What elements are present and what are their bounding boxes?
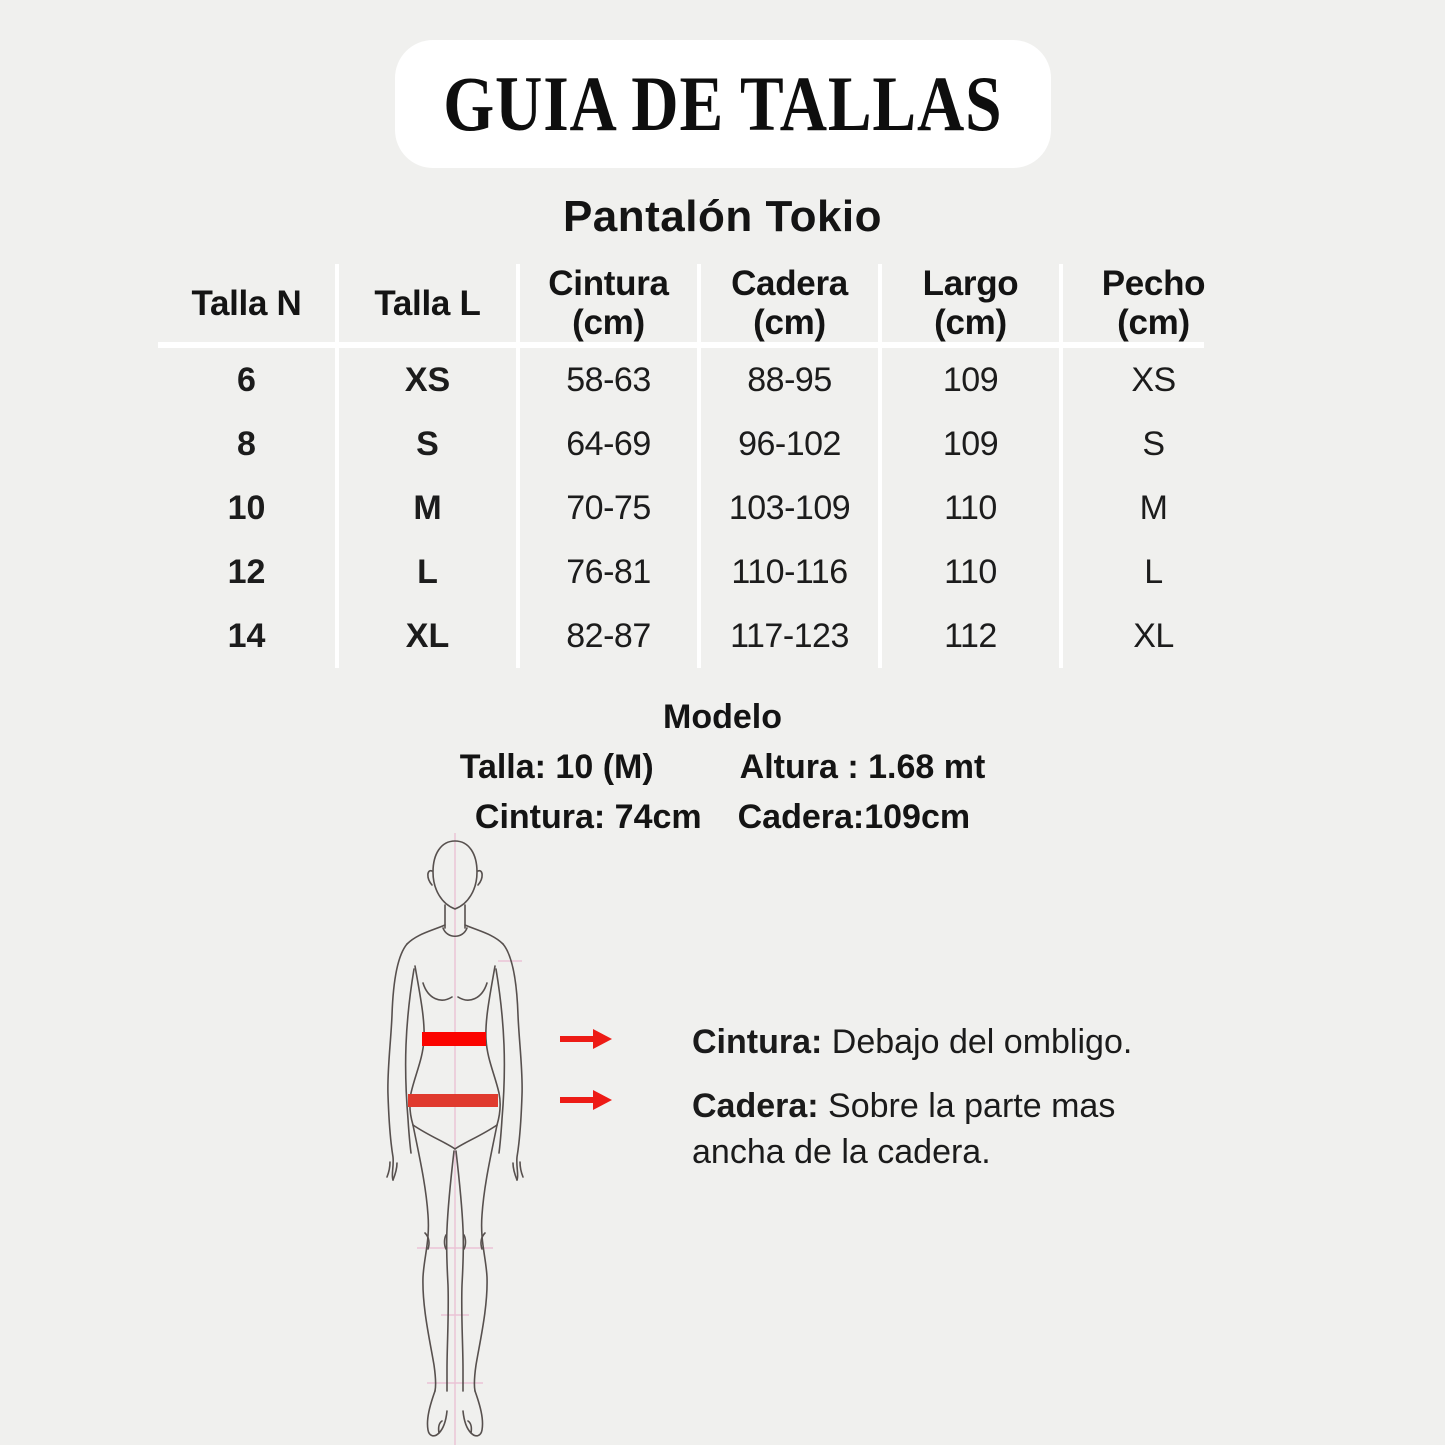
- measure-note-cintura: Cintura: Debajo del ombligo.: [692, 1019, 1252, 1065]
- waist-marker-bar: [422, 1032, 486, 1046]
- model-cadera: Cadera:109cm: [737, 798, 971, 836]
- cell-talla-l: XS: [339, 348, 520, 412]
- table-row: 10 M 70-75 103-109 110 M: [158, 476, 1244, 540]
- cell-talla-n: 8: [158, 412, 339, 476]
- arrow-cadera-icon: [560, 1090, 612, 1110]
- title-banner: GUIA DE TALLAS: [395, 40, 1051, 168]
- cell-talla-n: 10: [158, 476, 339, 540]
- cell-largo: 110: [882, 540, 1063, 604]
- note-text: Debajo del ombligo.: [822, 1023, 1133, 1061]
- model-info: Modelo Talla: 10 (M) Altura : 1.68 mt Ci…: [0, 698, 1445, 837]
- note-label: Cintura:: [692, 1023, 823, 1061]
- cell-talla-l: M: [339, 476, 520, 540]
- table-row: 6 XS 58-63 88-95 109 XS: [158, 348, 1244, 412]
- cell-cintura: 76-81: [520, 540, 701, 604]
- cell-pecho: XS: [1131, 360, 1176, 399]
- header-underline: [158, 342, 1204, 348]
- table-row: 8 S 64-69 96-102 109 S: [158, 412, 1244, 476]
- body-figure-illustration: [386, 833, 612, 1445]
- cell-cadera: 88-95: [701, 348, 882, 412]
- cell-talla-l: L: [339, 540, 520, 604]
- cell-largo: 110: [882, 476, 1063, 540]
- page-title: GUIA DE TALLAS: [443, 60, 1003, 147]
- table-row: 12 L 76-81 110-116 110 L: [158, 540, 1244, 604]
- product-name: Pantalón Tokio: [562, 192, 883, 241]
- cell-pecho: S: [1142, 424, 1165, 463]
- cell-cintura: 70-75: [520, 476, 701, 540]
- cell-talla-n: 6: [158, 348, 339, 412]
- note-text: Sobre la parte mas ancha de la cadera.: [692, 1087, 1116, 1171]
- cell-largo: 112: [882, 604, 1063, 668]
- cell-pecho: XL: [1133, 616, 1174, 655]
- cell-cintura: 58-63: [520, 348, 701, 412]
- measure-note-cadera: Cadera: Sobre la parte mas ancha de la c…: [692, 1083, 1152, 1175]
- cell-cintura: 82-87: [520, 604, 701, 668]
- model-talla: Talla: 10 (M): [459, 748, 654, 786]
- cell-talla-l: S: [339, 412, 520, 476]
- column-header-cadera: Cadera (cm): [701, 264, 882, 342]
- table-header-row: Talla N Talla L Cintura (cm) Cadera (cm) L…: [158, 264, 1244, 342]
- red-markers: [408, 1029, 612, 1110]
- arrow-cintura-icon: [560, 1029, 612, 1049]
- cell-largo: 109: [882, 412, 1063, 476]
- note-label: Cadera:: [692, 1087, 819, 1125]
- cell-talla-l: XL: [339, 604, 520, 668]
- size-table: Talla N Talla L Cintura (cm) Cadera (cm) L…: [158, 264, 1244, 668]
- cell-pecho: M: [1139, 488, 1168, 527]
- cell-pecho: L: [1144, 552, 1163, 591]
- model-line-2: Cintura: 74cm Cadera:109cm: [0, 798, 1445, 837]
- model-altura: Altura : 1.68 mt: [739, 748, 986, 786]
- cell-cadera: 96-102: [701, 412, 882, 476]
- column-header-largo: Largo (cm): [882, 264, 1063, 342]
- cell-cadera: 103-109: [701, 476, 882, 540]
- cell-talla-n: 14: [158, 604, 339, 668]
- cell-talla-n: 12: [158, 540, 339, 604]
- column-header-talla-n: Talla N: [158, 264, 339, 342]
- model-cintura: Cintura: 74cm: [474, 798, 702, 836]
- model-line-1: Talla: 10 (M) Altura : 1.68 mt: [0, 748, 1445, 787]
- cell-cadera: 117-123: [701, 604, 882, 668]
- cell-cadera: 110-116: [701, 540, 882, 604]
- croquis-guide-lines: [417, 833, 522, 1445]
- hip-marker-bar: [408, 1094, 498, 1107]
- column-header-pecho: Pecho (cm): [1101, 264, 1206, 342]
- column-header-cintura: Cintura (cm): [520, 264, 701, 342]
- cell-largo: 109: [882, 348, 1063, 412]
- croquis-outline: [386, 840, 524, 1437]
- model-heading: Modelo: [663, 698, 782, 736]
- cell-cintura: 64-69: [520, 412, 701, 476]
- column-header-talla-l: Talla L: [339, 264, 520, 342]
- table-row: 14 XL 82-87 117-123 112 XL: [158, 604, 1244, 668]
